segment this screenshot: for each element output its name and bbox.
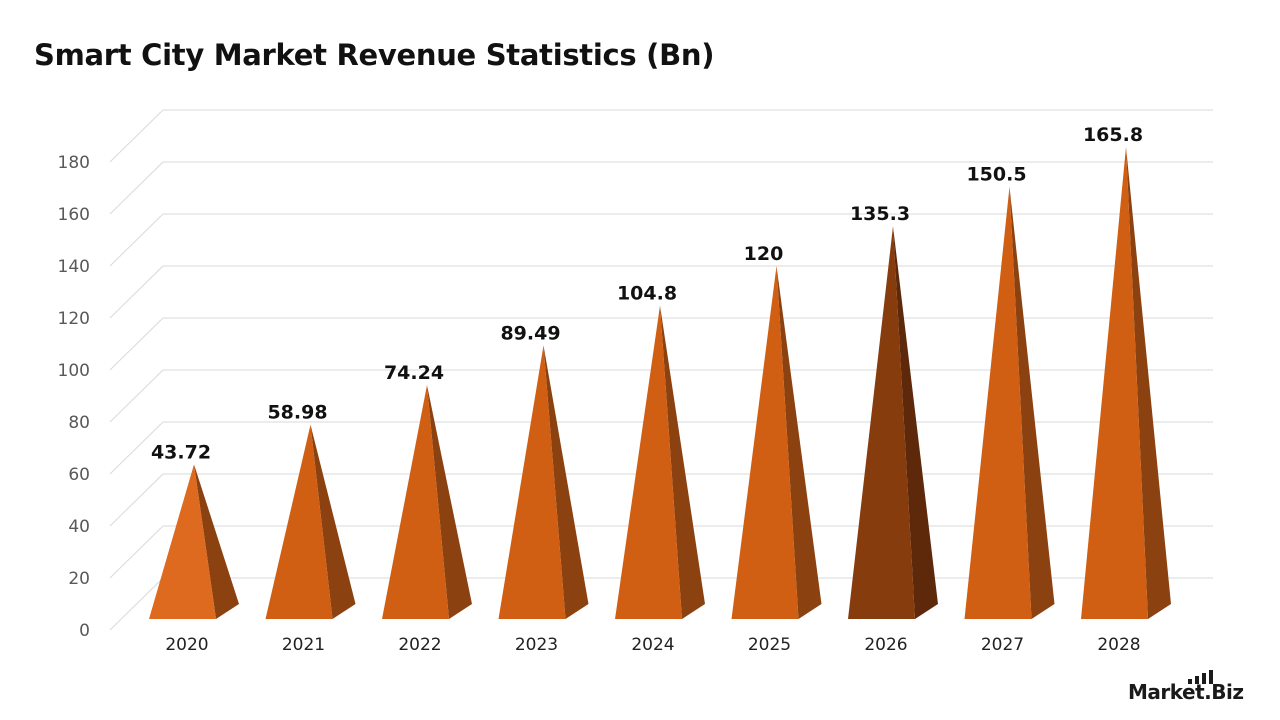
x-tick-label: 2025: [748, 635, 791, 655]
pyramid-side-face: [776, 266, 822, 619]
brand-name: Market.Biz: [1128, 680, 1244, 704]
data-label: 89.49: [500, 322, 560, 344]
pyramid-side-face: [660, 305, 705, 619]
pyramid-bar-2025: [731, 266, 822, 619]
gridline: [109, 265, 1213, 319]
pyramid-front-face: [498, 345, 566, 619]
y-tick-label: 0: [79, 621, 90, 641]
data-label: 104.8: [617, 283, 677, 305]
y-tick-label: 100: [58, 361, 90, 381]
x-tick-label: 2023: [515, 635, 558, 655]
pyramid-bar-2022: [382, 384, 472, 619]
data-label: 165.8: [1083, 124, 1143, 146]
gridline: [109, 213, 1213, 267]
pyramid-bar-2024: [615, 305, 705, 619]
y-tick-label: 180: [58, 153, 90, 173]
data-label: 120: [744, 243, 784, 265]
x-axis-tick-labels: 2020 2021 2022 2023 2024 2025 2026 2027 2028: [165, 635, 1140, 655]
logo-bars-icon: [1188, 670, 1234, 684]
pyramid-bar-2020: [149, 464, 239, 619]
pyramid-side-face: [1126, 146, 1171, 620]
chart-title: Smart City Market Revenue Statistics (Bn…: [34, 38, 715, 72]
data-label: 74.24: [384, 362, 444, 384]
brand-logo: Market.Biz: [1128, 668, 1268, 708]
x-tick-label: 2024: [631, 635, 674, 655]
pyramid-front-face: [615, 305, 682, 619]
pyramid-bar-2028: [1081, 146, 1171, 620]
gridline: [109, 421, 1213, 475]
x-tick-label: 2022: [398, 635, 441, 655]
gridline: [109, 369, 1213, 423]
pyramid-side-face: [543, 345, 589, 619]
data-label: 58.98: [267, 402, 327, 424]
y-tick-label: 140: [58, 257, 90, 277]
pyramid-front-face: [265, 424, 333, 619]
pyramid-front-face: [848, 226, 915, 619]
pyramid-front-face: [964, 186, 1032, 619]
pyramid-side-face: [893, 226, 938, 619]
pyramid-side-face: [310, 424, 356, 619]
x-tick-label: 2028: [1097, 635, 1140, 655]
pyramid-front-face: [731, 266, 799, 619]
x-tick-label: 2027: [981, 635, 1024, 655]
pyramid-front-face: [1081, 146, 1148, 620]
data-label: 135.3: [850, 203, 910, 225]
y-tick-label: 80: [68, 413, 90, 433]
data-labels: 43.72 58.98 74.24 89.49 104.8 120 135.3 150.5 16…: [151, 124, 1143, 463]
pyramid-bar-2027: [964, 186, 1055, 619]
x-tick-label: 2026: [864, 635, 907, 655]
y-tick-label: 40: [68, 517, 90, 537]
y-axis-tick-labels: 0 20 40 60 80 100 120 140 160 180: [58, 153, 90, 641]
pyramid-front-face: [382, 384, 449, 619]
pyramid-front-face: [149, 464, 216, 619]
gridline: [109, 161, 1213, 215]
x-tick-label: 2020: [165, 635, 208, 655]
y-tick-label: 20: [68, 569, 90, 589]
pyramid-bars: [149, 146, 1171, 620]
pyramid-side-face: [427, 384, 472, 619]
gridline: [109, 317, 1213, 371]
gridline: [109, 109, 1213, 163]
pyramid-bar-2021: [265, 424, 356, 619]
data-label: 150.5: [966, 164, 1026, 186]
y-tick-label: 160: [58, 205, 90, 225]
y-tick-label: 60: [68, 465, 90, 485]
pyramid-bar-2026: [848, 226, 938, 619]
pyramid-side-face: [194, 464, 239, 619]
x-tick-label: 2021: [282, 635, 325, 655]
pyramid-bar-2023: [498, 345, 589, 619]
pyramid-side-face: [1009, 186, 1055, 619]
y-tick-label: 120: [58, 309, 90, 329]
data-label: 43.72: [151, 441, 211, 463]
